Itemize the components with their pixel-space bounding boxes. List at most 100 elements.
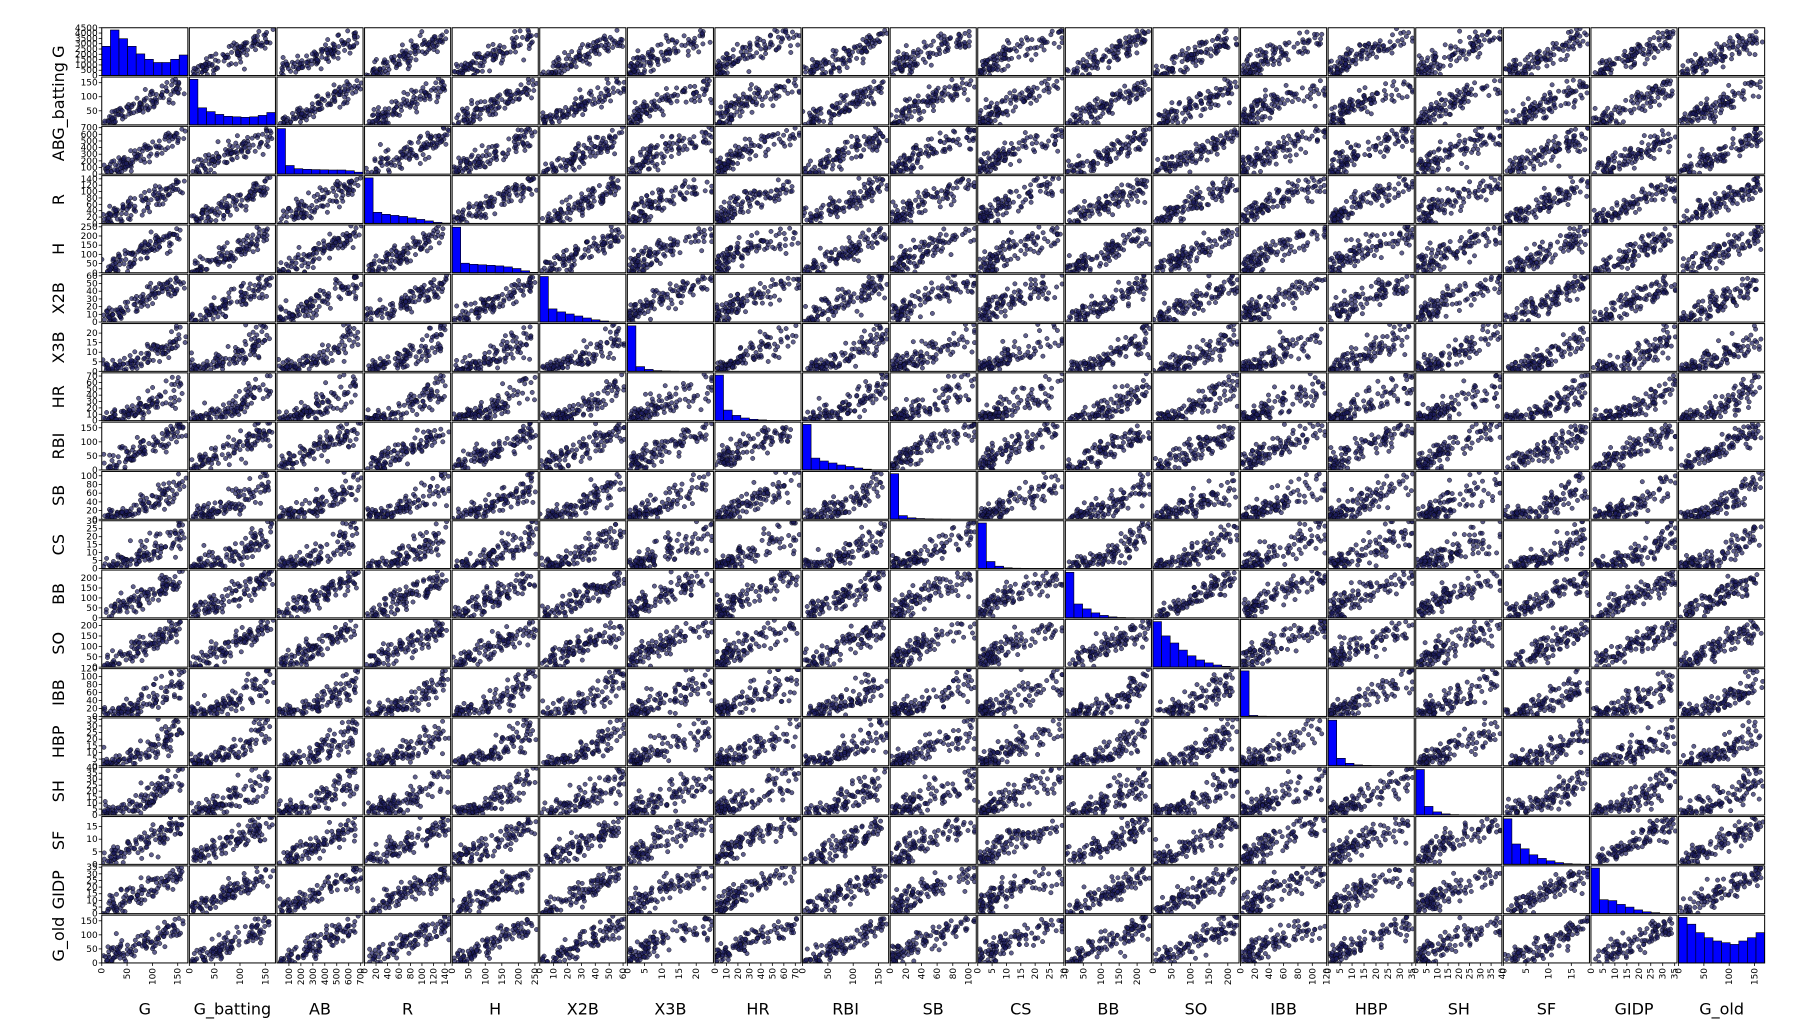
scatter-point <box>1109 48 1113 52</box>
scatter-point <box>646 50 650 54</box>
scatter-point <box>1637 94 1641 98</box>
scatter-point <box>281 61 285 65</box>
scatter-point <box>1621 108 1625 112</box>
scatter-point <box>1216 49 1220 53</box>
scatter-point <box>1368 98 1372 102</box>
scatter-point <box>903 106 907 110</box>
scatter-point <box>454 168 458 172</box>
scatter-point <box>949 94 953 98</box>
scatter-point <box>1087 102 1091 106</box>
scatter-point <box>1354 62 1358 66</box>
scatter-point <box>725 62 729 66</box>
scatter-point <box>496 94 500 98</box>
scatter-point <box>718 111 722 115</box>
scatter-point <box>1480 33 1484 37</box>
scatter-point <box>1170 101 1174 105</box>
scatter-point <box>1538 101 1542 105</box>
scatter-point <box>1100 58 1104 62</box>
scatter-point <box>1277 62 1281 66</box>
scatter-point <box>163 134 167 138</box>
scatter-point <box>723 162 727 166</box>
scatter-point <box>207 162 211 166</box>
scatter-point <box>913 99 917 103</box>
scatter-point <box>1448 100 1452 104</box>
scatter-point <box>1334 122 1338 126</box>
scatter-point <box>656 168 660 172</box>
scatter-point <box>1244 119 1248 123</box>
scatter-point <box>1282 102 1286 106</box>
scatter-point <box>392 108 396 112</box>
scatter-point <box>1364 48 1368 52</box>
scatter-point <box>1199 60 1203 64</box>
scatter-point <box>432 86 436 90</box>
scatter-point <box>845 140 849 144</box>
scatter-point <box>326 51 330 55</box>
scatter-point <box>950 78 954 82</box>
scatter-point <box>1369 49 1373 53</box>
scatter-point <box>688 84 692 88</box>
scatter-point <box>1661 90 1665 94</box>
scatter-point <box>422 142 426 146</box>
scatter-point <box>402 90 406 94</box>
scatter-panel-AB-vs-SB <box>888 127 976 177</box>
scatter-point <box>756 87 760 91</box>
scatter-point <box>1559 57 1563 61</box>
scatter-point <box>281 73 285 77</box>
scatter-point <box>1443 122 1447 126</box>
scatter-point <box>1271 93 1275 97</box>
scatter-point <box>870 148 874 152</box>
scatter-point <box>930 151 934 155</box>
scatter-point <box>1315 41 1319 45</box>
scatter-point <box>934 151 938 155</box>
scatter-point <box>608 35 612 39</box>
scatter-point <box>1269 57 1273 61</box>
scatter-point <box>494 107 498 111</box>
scatter-point <box>1653 99 1657 103</box>
scatter-point <box>110 110 114 114</box>
scatter-point <box>1579 93 1583 97</box>
scatter-point <box>1284 43 1288 47</box>
scatter-point <box>978 111 982 115</box>
scatter-point <box>967 29 971 33</box>
scatter-point <box>744 102 748 106</box>
scatter-point <box>346 29 350 33</box>
scatter-point <box>1365 110 1369 114</box>
scatter-point <box>665 36 669 40</box>
scatter-point <box>1683 112 1687 116</box>
scatter-point <box>719 105 723 109</box>
scatter-point <box>731 48 735 52</box>
scatter-point <box>392 158 396 162</box>
scatter-point <box>1751 94 1755 98</box>
scatter-point <box>503 106 507 110</box>
scatter-point <box>1533 114 1537 118</box>
scatter-point <box>874 144 878 148</box>
scatter-point <box>1548 99 1552 103</box>
scatter-point <box>253 149 257 153</box>
scatter-point <box>1404 34 1408 38</box>
scatter-point <box>1203 50 1207 54</box>
scatter-point <box>1736 44 1740 48</box>
scatter-point <box>931 108 935 112</box>
scatter-point <box>1571 78 1575 82</box>
scatter-point <box>459 63 463 67</box>
scatter-point <box>1591 116 1595 120</box>
scatter-point <box>740 154 744 158</box>
scatter-point <box>1472 81 1476 85</box>
scatter-point <box>784 128 788 132</box>
scatter-point <box>748 41 752 45</box>
scatter-point <box>1218 87 1222 91</box>
scatter-point <box>418 161 422 165</box>
scatter-point <box>935 99 939 103</box>
scatter-point <box>655 92 659 96</box>
scatter-point <box>570 49 574 53</box>
scatter-point <box>1646 50 1650 54</box>
scatter-point <box>1050 29 1054 33</box>
scatter-point <box>480 144 484 148</box>
scatter-point <box>662 57 666 61</box>
scatter-point <box>1254 48 1258 52</box>
scatter-point <box>693 84 697 88</box>
scatter-point <box>1261 62 1265 66</box>
scatter-point <box>1171 116 1175 120</box>
scatter-point <box>921 99 925 103</box>
